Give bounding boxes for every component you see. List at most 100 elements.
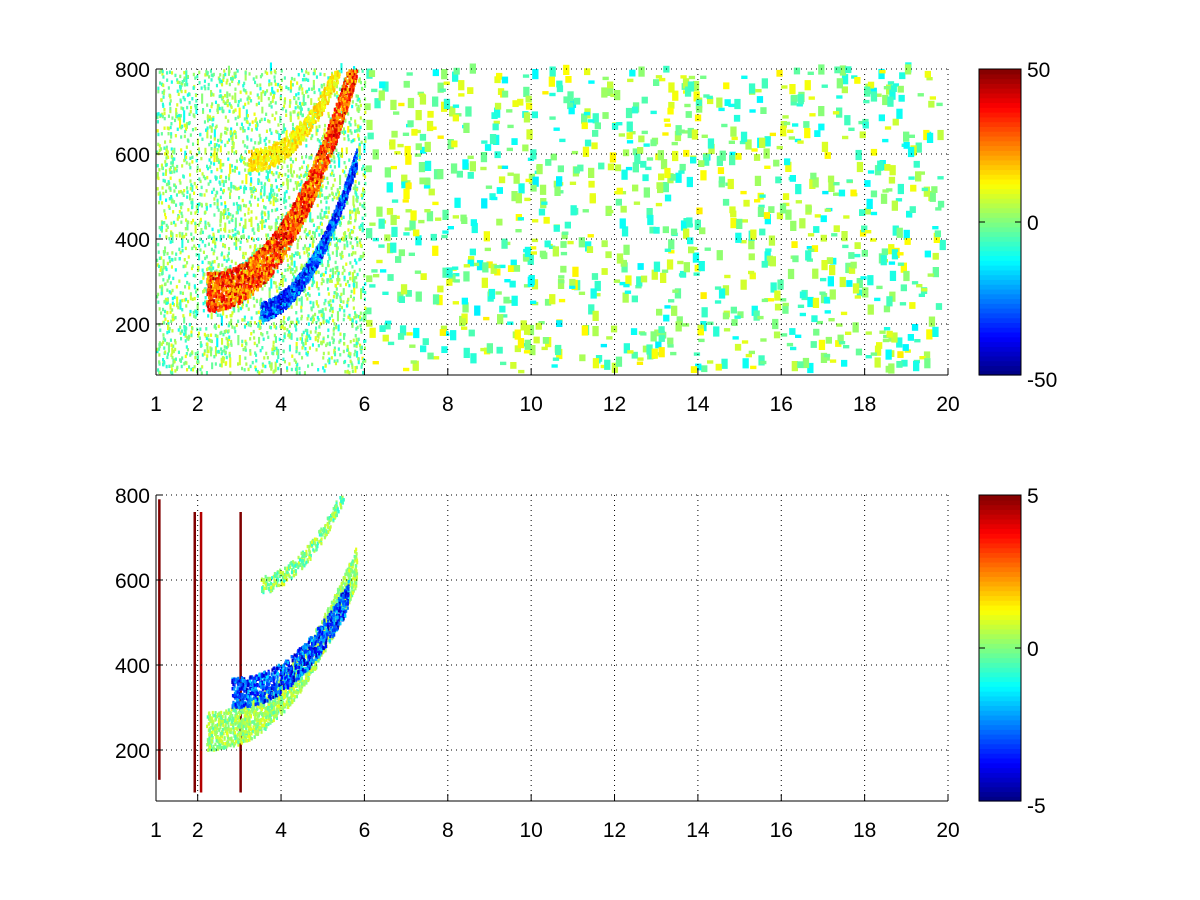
heatmap-cell: [362, 253, 365, 258]
heatmap-cell: [384, 167, 391, 178]
heatmap-cell: [406, 332, 413, 336]
heatmap-cell: [320, 281, 323, 286]
heatmap-cell: [272, 351, 275, 356]
heatmap-cell: [305, 335, 308, 339]
heatmap-cell: [196, 327, 199, 332]
heatmap-cell: [181, 202, 184, 206]
heatmap-cell: [186, 190, 189, 194]
heatmap-cell: [327, 210, 330, 214]
heatmap-cell: [320, 208, 323, 213]
heatmap-cell: [302, 95, 305, 106]
heatmap-cell: [166, 261, 169, 266]
heatmap-cell: [285, 109, 288, 113]
heatmap-cell: [924, 70, 931, 78]
heatmap-cell: [607, 209, 614, 214]
heatmap-cell: [915, 171, 922, 182]
heatmap-cell: [295, 266, 298, 270]
heatmap-cell: [156, 349, 159, 354]
heatmap-cell: [340, 292, 343, 297]
heatmap-cell: [351, 245, 354, 249]
heatmap-cell: [210, 247, 213, 252]
heatmap-cell: [270, 193, 273, 198]
heatmap-cell: [274, 159, 277, 164]
heatmap-cell: [244, 71, 247, 75]
heatmap-cell: [343, 131, 346, 136]
heatmap-cell: [287, 87, 290, 91]
heatmap-cell: [189, 179, 192, 183]
heatmap-cell: [272, 95, 275, 99]
heatmap-cell: [623, 283, 630, 288]
heatmap-cell: [911, 324, 919, 331]
heatmap-cell: [581, 122, 588, 130]
heatmap-cell: [263, 356, 266, 360]
heatmap-cell: [750, 365, 757, 370]
heatmap-cell: [224, 130, 227, 135]
heatmap-cell: [284, 156, 287, 161]
heatmap-cell: [326, 263, 329, 267]
heatmap-cell: [247, 126, 250, 131]
heatmap-cell: [198, 81, 201, 85]
heatmap-cell: [792, 123, 799, 127]
heatmap-cell: [358, 79, 361, 83]
heatmap-cell: [264, 152, 267, 156]
heatmap-cell: [220, 140, 223, 144]
heatmap-cell: [303, 78, 306, 82]
heatmap-cell: [602, 112, 609, 119]
heatmap-cell: [517, 217, 524, 221]
heatmap-cell: [360, 140, 363, 145]
heatmap-cell: [273, 192, 276, 196]
heatmap-cell: [472, 262, 480, 267]
heatmap-cell: [290, 131, 293, 135]
heatmap-cell: [167, 342, 170, 353]
heatmap-cell: [414, 270, 422, 274]
heatmap-cell: [353, 316, 356, 320]
heatmap-cell: [260, 212, 263, 216]
heatmap-cell: [336, 190, 339, 194]
heatmap-cell: [188, 282, 191, 286]
heatmap-cell: [264, 166, 267, 171]
heatmap-cell: [404, 145, 411, 157]
heatmap-cell: [237, 206, 240, 210]
heatmap-cell: [513, 265, 521, 272]
heatmap-cell: [830, 257, 837, 265]
heatmap-cell: [207, 333, 210, 338]
heatmap-cell: [164, 309, 167, 314]
heatmap-cell: [226, 140, 229, 144]
heatmap-cell: [297, 136, 300, 140]
heatmap-cell: [903, 270, 910, 282]
heatmap-cell: [888, 363, 895, 374]
heatmap-cell: [470, 353, 477, 364]
heatmap-cell: [453, 67, 460, 75]
heatmap-cell: [364, 84, 367, 88]
heatmap-cell: [338, 69, 341, 74]
heatmap-cell: [326, 280, 329, 284]
heatmap-cell: [181, 238, 184, 249]
heatmap-cell: [263, 146, 266, 150]
heatmap-cell: [900, 284, 907, 292]
heatmap-cell: [301, 340, 304, 344]
heatmap-cell: [265, 164, 268, 168]
heatmap-cell: [247, 171, 250, 175]
heatmap-cell: [560, 241, 567, 248]
heatmap-cell: [290, 76, 293, 81]
heatmap-cell: [219, 219, 222, 223]
heatmap-cell: [748, 83, 756, 94]
heatmap-cell: [870, 148, 878, 156]
heatmap-cell: [285, 178, 288, 182]
heatmap-cell: [345, 304, 348, 308]
heatmap-cell: [172, 313, 175, 317]
heatmap-cell: [784, 158, 791, 166]
heatmap-cell: [289, 267, 292, 271]
heatmap-cell: [602, 76, 609, 81]
heatmap-cell: [261, 198, 264, 203]
heatmap-cell: [780, 298, 787, 302]
heatmap-cell: [171, 347, 174, 355]
heatmap-cell: [361, 222, 364, 233]
heatmap-cell: [323, 214, 326, 218]
heatmap-cell: [440, 325, 448, 333]
heatmap-cell: [163, 252, 166, 256]
heatmap-cell: [864, 180, 871, 187]
heatmap-cell: [797, 94, 804, 105]
heatmap-cell: [254, 195, 257, 200]
heatmap-cell: [233, 326, 236, 330]
